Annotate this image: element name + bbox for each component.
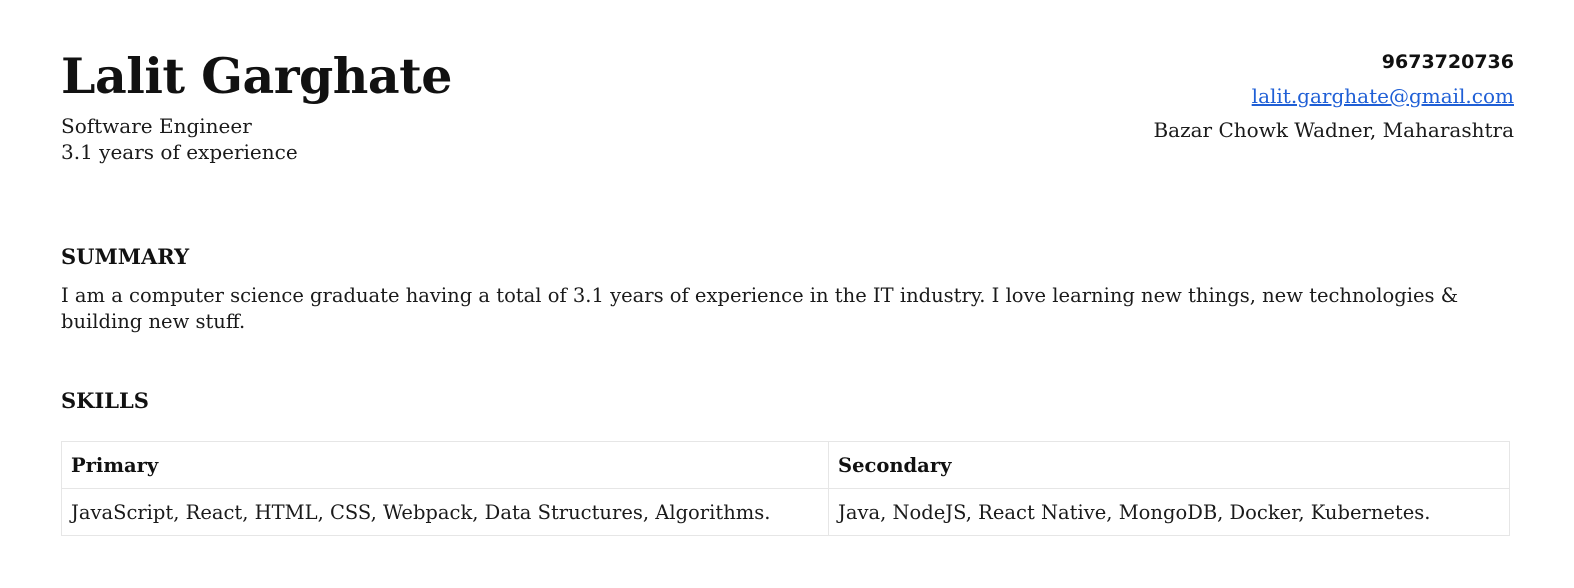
primary-skills-header: Primary (61, 441, 829, 489)
experience-line: 3.1 years of experience (61, 140, 298, 164)
summary-text: I am a computer science graduate having … (61, 284, 1459, 333)
candidate-name: Lalit Garghate (61, 47, 452, 105)
skills-heading: SKILLS (61, 388, 149, 413)
secondary-skills-header: Secondary (828, 441, 1510, 489)
resume-header: Lalit Garghate Software Engineer 3.1 yea… (61, 40, 1514, 170)
email-link[interactable]: lalit.garghate@gmail.com (1251, 84, 1514, 108)
primary-skills-cell: JavaScript, React, HTML, CSS, Webpack, D… (61, 488, 829, 536)
contact-block: 9673720736 lalit.garghate@gmail.com Baza… (1153, 49, 1514, 143)
secondary-skills-cell: Java, NodeJS, React Native, MongoDB, Doc… (828, 488, 1510, 536)
job-title: Software Engineer (61, 114, 252, 138)
skills-table: Primary Secondary JavaScript, React, HTM… (61, 441, 1510, 536)
address-line: Bazar Chowk Wadner, Maharashtra (1153, 118, 1514, 142)
skills-header-row: Primary Secondary (61, 441, 1510, 489)
resume-page: Lalit Garghate Software Engineer 3.1 yea… (61, 40, 1514, 536)
summary-heading: SUMMARY (61, 244, 190, 269)
phone-number: 9673720736 (1381, 51, 1514, 73)
table-row: JavaScript, React, HTML, CSS, Webpack, D… (61, 488, 1510, 536)
